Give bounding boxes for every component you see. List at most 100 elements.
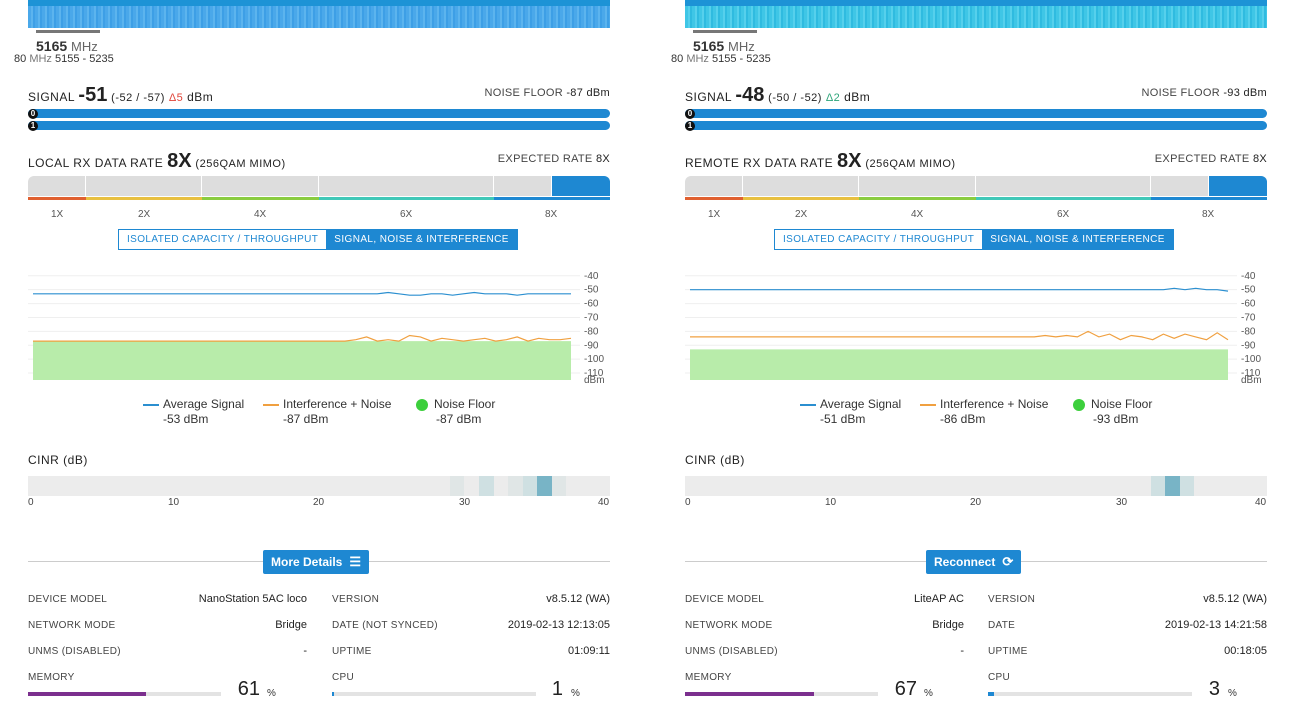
detail-value: Bridge bbox=[932, 619, 964, 631]
cinr-tick-label: 40 bbox=[598, 497, 610, 508]
series-interference-noise-line bbox=[690, 330, 1229, 341]
legend-noise-floor[interactable]: Noise Floor -93 dBm bbox=[1073, 397, 1152, 426]
cpu-label: CPU bbox=[332, 672, 355, 683]
y-tick-label: -50 bbox=[1241, 285, 1256, 296]
detail-value: 2019-02-13 12:13:05 bbox=[507, 619, 610, 631]
list-icon: ☰ bbox=[349, 554, 362, 569]
noise-floor-readout: NOISE FLOOR -87 dBm bbox=[484, 87, 610, 99]
reconnect-button[interactable]: Reconnect ⟳ bbox=[926, 550, 1022, 574]
detail-key: NETWORK MODE bbox=[28, 620, 116, 631]
detail-value: v8.5.12 (WA) bbox=[1203, 593, 1267, 605]
tab-signal-noise[interactable]: SIGNAL, NOISE & INTERFERENCE bbox=[982, 230, 1173, 249]
series-interference-noise-line bbox=[33, 334, 572, 342]
detail-value: Bridge bbox=[275, 619, 307, 631]
cinr-tick-label: 40 bbox=[1255, 497, 1267, 508]
detail-key: UPTIME bbox=[988, 646, 1028, 657]
memory-percent-sign: % bbox=[267, 688, 276, 699]
detail-key: DEVICE MODEL bbox=[685, 594, 765, 605]
rate-tick-label: 1X bbox=[708, 209, 721, 220]
noise-floor-readout: NOISE FLOOR -93 dBm bbox=[1141, 87, 1267, 99]
expected-rate-readout: EXPECTED RATE 8X bbox=[497, 153, 610, 165]
signal-chain-0-bar bbox=[685, 109, 1267, 118]
series-noise-floor-area bbox=[33, 341, 571, 380]
cinr-cell bbox=[1179, 476, 1195, 496]
frequency-spectrum[interactable] bbox=[685, 6, 1267, 28]
rate-tick-label: 2X bbox=[795, 209, 808, 220]
tab-isolated-capacity[interactable]: ISOLATED CAPACITY / THROUGHPUT bbox=[775, 230, 983, 249]
y-tick-label: -100 bbox=[1241, 354, 1261, 365]
legend-average-signal[interactable]: Average Signal -53 dBm bbox=[143, 397, 244, 426]
legend-interference-noise[interactable]: Interference + Noise -87 dBm bbox=[263, 397, 391, 426]
expected-rate-readout: EXPECTED RATE 8X bbox=[1154, 153, 1267, 165]
detail-value: 00:18:05 bbox=[1224, 645, 1267, 657]
detail-key: UNMS (DISABLED) bbox=[685, 646, 778, 657]
cpu-bar-fill bbox=[332, 692, 335, 696]
y-tick-label: -90 bbox=[1241, 340, 1256, 351]
chain-0-badge: 0 bbox=[28, 109, 38, 119]
signal-chain-1-bar bbox=[28, 121, 610, 130]
cinr-tick-label: 20 bbox=[970, 497, 982, 508]
cinr-cell bbox=[1165, 476, 1180, 496]
cinr-tick-label: 10 bbox=[825, 497, 837, 508]
top-accent-bar-left bbox=[28, 0, 610, 6]
cinr-tick-label: 0 bbox=[28, 497, 34, 508]
detail-value: - bbox=[960, 645, 964, 657]
cinr-tick-label: 20 bbox=[313, 497, 325, 508]
y-tick-label: -110 bbox=[584, 368, 604, 379]
y-unit-label: dBm bbox=[1241, 375, 1262, 386]
legend-interference-noise[interactable]: Interference + Noise -86 dBm bbox=[920, 397, 1048, 426]
detail-value: LiteAP AC bbox=[914, 593, 964, 605]
rate-tick-label: 8X bbox=[545, 209, 558, 220]
cpu-label: CPU bbox=[988, 672, 1011, 683]
more-details-button[interactable]: More Details ☰ bbox=[263, 550, 370, 574]
frequency-selection-marker bbox=[693, 30, 757, 33]
memory-bar-fill bbox=[685, 692, 815, 696]
cinr-cell bbox=[508, 476, 523, 496]
detail-key: UPTIME bbox=[332, 646, 372, 657]
detail-value: v8.5.12 (WA) bbox=[546, 593, 610, 605]
y-unit-label: dBm bbox=[584, 375, 605, 386]
cinr-title: CINR (dB) bbox=[685, 453, 745, 467]
y-tick-label: -80 bbox=[1241, 326, 1256, 337]
series-average-signal-line bbox=[690, 287, 1229, 292]
series-average-signal-line bbox=[33, 291, 571, 296]
detail-value: 2019-02-13 14:21:58 bbox=[1164, 619, 1267, 631]
cinr-cell bbox=[537, 476, 552, 496]
cinr-histogram bbox=[28, 476, 610, 496]
detail-key: DEVICE MODEL bbox=[28, 594, 108, 605]
legend-average-signal[interactable]: Average Signal -51 dBm bbox=[800, 397, 901, 426]
y-tick-label: -100 bbox=[584, 354, 604, 365]
top-accent-bar-right bbox=[685, 0, 1267, 6]
cinr-tick-label: 30 bbox=[1116, 497, 1128, 508]
y-tick-label: -70 bbox=[584, 312, 599, 323]
tab-isolated-capacity[interactable]: ISOLATED CAPACITY / THROUGHPUT bbox=[119, 230, 327, 249]
detail-key: UNMS (DISABLED) bbox=[28, 646, 121, 657]
chart-mode-toggle: ISOLATED CAPACITY / THROUGHPUT SIGNAL, N… bbox=[118, 229, 518, 250]
cpu-percent: 3 bbox=[1208, 678, 1220, 700]
cpu-bar bbox=[332, 692, 536, 696]
rate-tick-label: 1X bbox=[51, 209, 64, 220]
rate-tick-label: 4X bbox=[254, 209, 267, 220]
refresh-icon: ⟳ bbox=[1002, 554, 1014, 569]
y-tick-label: -90 bbox=[584, 340, 599, 351]
cpu-bar-fill bbox=[988, 692, 995, 696]
rate-tick-label: 2X bbox=[138, 209, 151, 220]
y-tick-label: -70 bbox=[1241, 312, 1256, 323]
cinr-cell bbox=[479, 476, 494, 496]
center-frequency: 5165 MHz bbox=[36, 38, 98, 54]
data-rate-readout: REMOTE RX DATA RATE 8X (256QAM MIMO) bbox=[685, 150, 956, 172]
detail-key: VERSION bbox=[988, 594, 1036, 605]
cinr-cell bbox=[1150, 476, 1166, 496]
tab-signal-noise[interactable]: SIGNAL, NOISE & INTERFERENCE bbox=[326, 230, 517, 249]
chain-1-badge: 1 bbox=[28, 121, 38, 131]
legend-noise-floor[interactable]: Noise Floor -87 dBm bbox=[416, 397, 495, 426]
frequency-spectrum[interactable] bbox=[28, 6, 610, 28]
y-tick-label: -40 bbox=[1241, 271, 1256, 282]
memory-percent-sign: % bbox=[924, 688, 933, 699]
memory-bar bbox=[685, 692, 878, 696]
frequency-selection-marker bbox=[36, 30, 100, 33]
memory-label: MEMORY bbox=[28, 672, 75, 683]
signal-chain-1-bar bbox=[685, 121, 1267, 130]
channel-width: 80 MHz 5155 - 5235 bbox=[14, 53, 114, 65]
